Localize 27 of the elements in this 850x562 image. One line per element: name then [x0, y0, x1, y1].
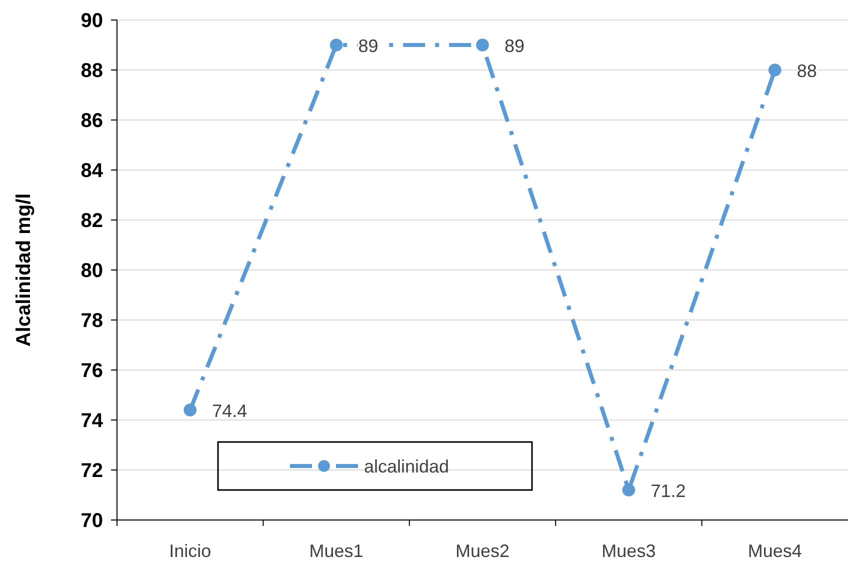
y-tick-label: 86 — [80, 110, 103, 132]
x-tick-label: Mues4 — [748, 541, 802, 561]
data-label: 74.4 — [212, 401, 248, 421]
data-label: 71.2 — [650, 481, 686, 501]
y-tick-label: 90 — [80, 10, 103, 32]
point — [330, 38, 343, 52]
y-tick-label: 70 — [80, 510, 103, 532]
x-tick-label: Mues3 — [602, 541, 656, 561]
data-label: 89 — [504, 36, 525, 56]
y-tick-label: 76 — [80, 360, 103, 382]
point — [622, 484, 636, 496]
point — [768, 64, 782, 76]
point — [476, 38, 489, 52]
legend-label: alcalinidad — [364, 456, 450, 476]
y-tick-label: 80 — [80, 260, 103, 282]
y-axis-title: Alcalinidad mg/l — [13, 193, 35, 347]
y-tick-label: 84 — [80, 160, 104, 182]
x-tick-label: Mues1 — [309, 541, 364, 561]
data-label: 88 — [796, 61, 817, 81]
x-tick-label: Mues2 — [455, 541, 510, 561]
y-tick-label: 82 — [80, 210, 103, 232]
y-tick-label: 78 — [80, 310, 103, 332]
x-tick-label: Inicio — [169, 541, 212, 561]
point — [184, 404, 197, 416]
y-tick-label: 74 — [80, 410, 104, 432]
y-tick-label: 72 — [80, 460, 103, 482]
y-tick-label: 88 — [80, 60, 103, 82]
